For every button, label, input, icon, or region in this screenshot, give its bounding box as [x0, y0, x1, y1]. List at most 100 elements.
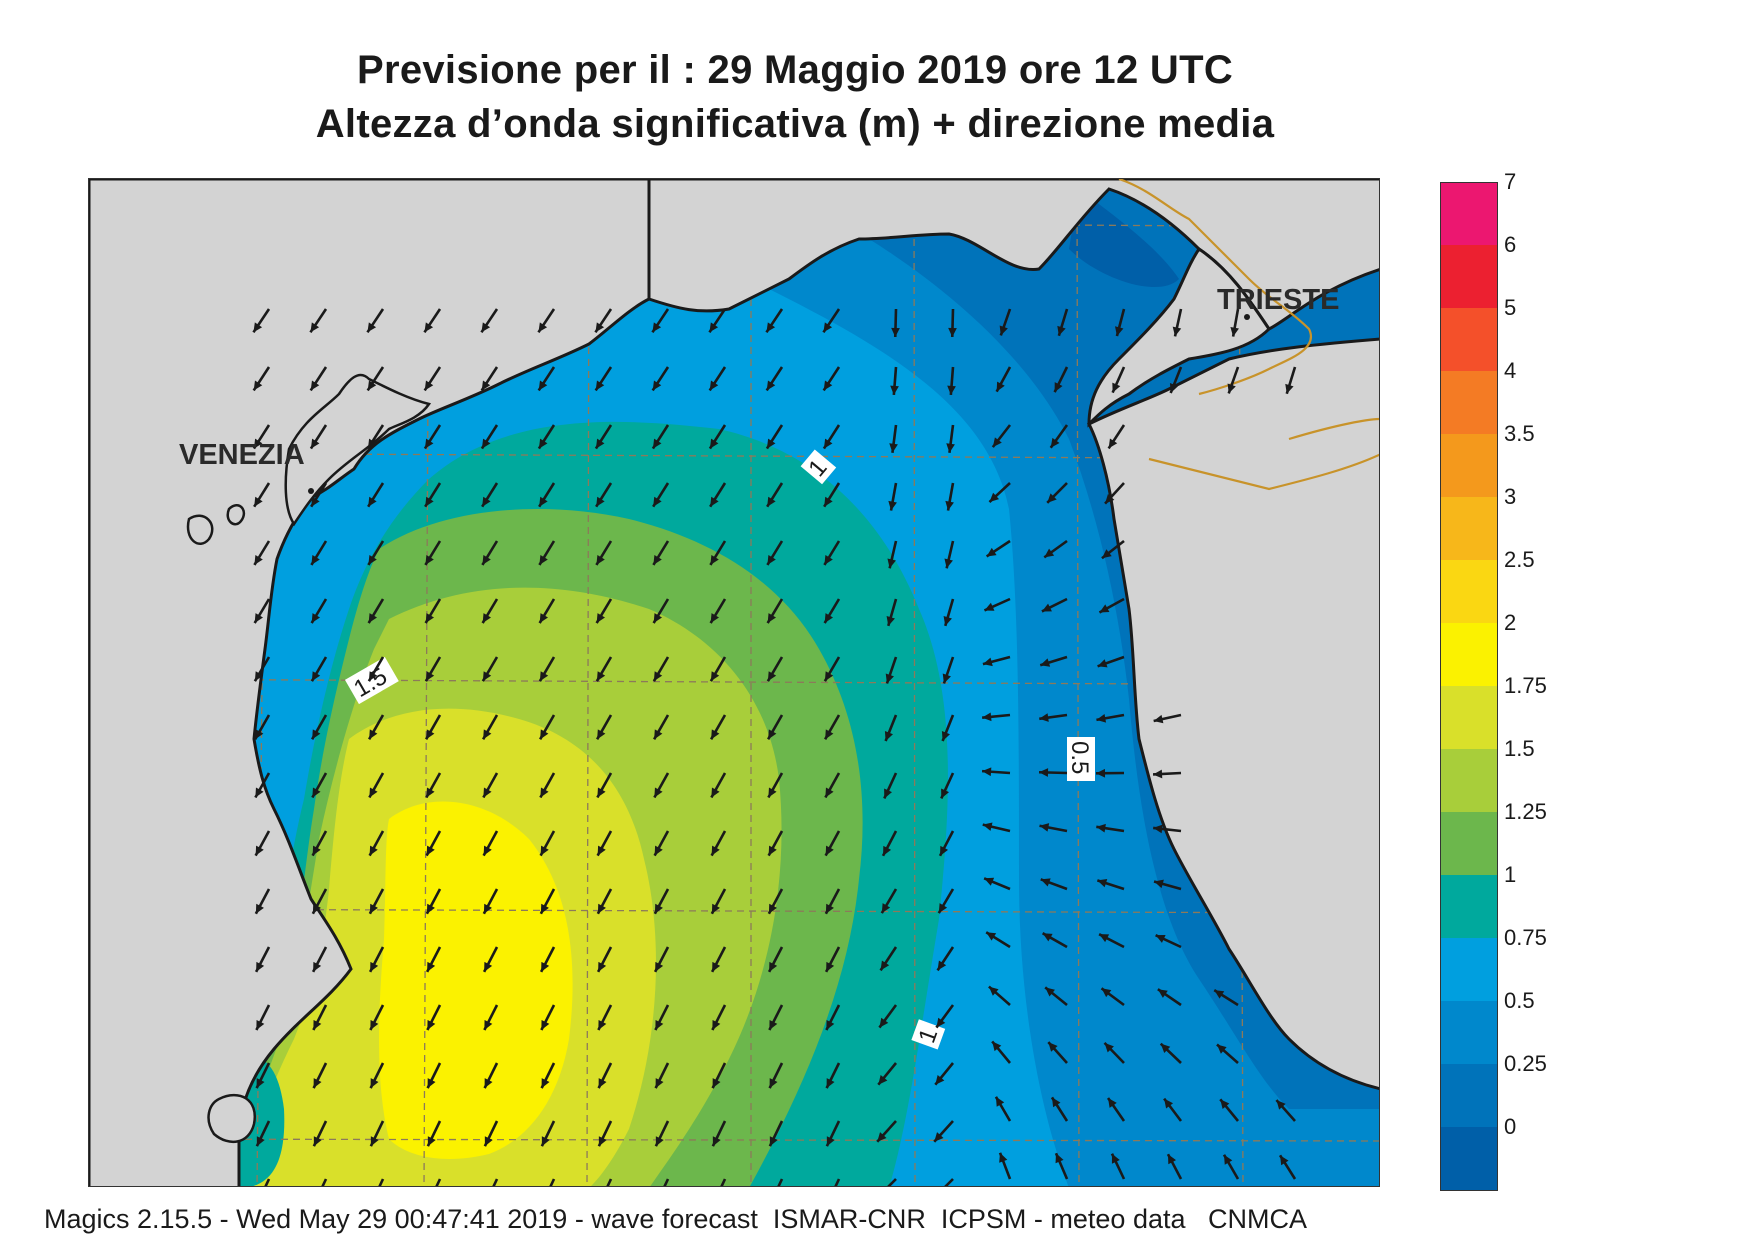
wave-direction-arrowhead [368, 671, 378, 682]
map-canvas: 1 1.5 0.5 1 [89, 179, 1379, 1186]
wave-direction-arrowhead [652, 438, 662, 449]
wave-direction-arrow [549, 1178, 556, 1186]
wave-direction-arrowhead [312, 787, 321, 798]
legend-swatch [1440, 434, 1498, 497]
wave-direction-arrowhead [766, 380, 776, 391]
wave-direction-arrowhead [370, 1019, 379, 1030]
legend-level-label: 0.75 [1504, 925, 1547, 950]
wave-direction-arrowhead [1057, 325, 1066, 336]
wave-direction-arrowhead [1048, 1042, 1058, 1052]
wave-direction-arrowhead [425, 671, 435, 682]
wave-direction-arrowhead [541, 1136, 550, 1147]
wave-direction-arrowhead [823, 380, 833, 391]
wave-direction-arrowhead [826, 961, 835, 972]
wave-direction-arrowhead [313, 1019, 322, 1030]
map-title-line-2: Altezza d’onda significativa (m) + direz… [315, 102, 1275, 146]
wave-direction-arrowhead [655, 961, 664, 972]
legend-swatch [1440, 371, 1498, 434]
legend-swatch [1440, 875, 1498, 938]
wave-direction-arrowhead [1216, 1044, 1227, 1054]
wave-direction-arrowhead [253, 322, 263, 333]
wave-direction-arrowhead [712, 1136, 721, 1147]
wave-direction-arrowhead [936, 1017, 946, 1028]
wave-direction-arrowhead [1096, 823, 1106, 833]
wave-direction-arrowhead [597, 845, 606, 856]
wave-direction-arrowhead [1040, 658, 1051, 667]
wave-direction-arrowhead [825, 845, 834, 856]
legend-swatch [1440, 623, 1498, 686]
wave-direction-arrowhead [1101, 549, 1112, 559]
wave-direction-arrowhead [766, 322, 776, 333]
wave-direction-arrowhead [1051, 1097, 1061, 1108]
legend-level-label: 3.5 [1504, 421, 1535, 446]
wave-direction-arrowhead [255, 787, 264, 798]
wave-direction-arrowhead [1099, 934, 1110, 943]
wave-direction-arrowhead [711, 729, 720, 740]
wave-direction-arrowhead [256, 1136, 265, 1147]
wave-direction-arrowhead [1108, 438, 1118, 449]
wave-direction-arrowhead [655, 1019, 664, 1030]
wave-direction-arrowhead [311, 613, 320, 624]
wave-direction-arrowhead [712, 1078, 721, 1089]
wave-direction-arrowhead [982, 822, 993, 831]
wave-direction-arrowhead [891, 327, 900, 337]
wave-direction-arrowhead [596, 671, 606, 682]
wave-direction-arrowhead [982, 657, 993, 667]
wave-direction-arrowhead [655, 1136, 664, 1147]
city-label-trieste: TRIESTE [1217, 284, 1340, 316]
wave-direction-arrowhead [992, 437, 1002, 448]
legend-level-label: 1.25 [1504, 799, 1547, 824]
wave-direction-arrowhead [312, 729, 321, 740]
wave-direction-arrowhead [982, 712, 992, 722]
wave-direction-arrowhead [370, 1136, 379, 1147]
wave-direction-arrowhead [538, 380, 548, 391]
legend-level-label: 5 [1504, 295, 1517, 320]
wave-direction-arrow [944, 1178, 954, 1186]
wave-direction-arrowhead [1105, 494, 1115, 504]
wave-direction-arrowhead [824, 671, 834, 682]
legend-level-label: 0.5 [1504, 988, 1535, 1013]
wave-direction-arrowhead [484, 1019, 493, 1030]
wave-direction-arrowhead [710, 554, 719, 565]
wave-direction-arrowhead [709, 322, 719, 333]
wave-direction-arrowhead [1153, 824, 1163, 834]
wave-direction-arrow [378, 1178, 385, 1186]
wave-direction-arrowhead [369, 845, 378, 856]
wave-direction-arrowhead [653, 554, 662, 565]
wave-direction-arrowhead [652, 380, 662, 391]
wave-direction-arrowhead [482, 613, 491, 624]
wave-direction-arrowhead [984, 602, 995, 611]
wave-direction-arrowhead [1039, 823, 1050, 832]
wave-direction-arrowhead [1164, 1098, 1174, 1109]
wave-direction-arrowhead [1160, 1043, 1171, 1054]
wave-direction-arrowhead [424, 380, 434, 391]
wave-direction-arrowhead [1041, 603, 1052, 612]
wave-direction-arrowhead [483, 787, 492, 798]
wave-direction-arrowhead [541, 1078, 550, 1089]
wave-direction-arrowhead [824, 613, 833, 624]
wave-direction-arrowhead [1157, 989, 1168, 998]
wave-direction-arrowhead [312, 903, 321, 914]
legend-level-label: 3 [1504, 484, 1517, 509]
wave-direction-arrowhead [598, 961, 607, 972]
wave-direction-arrowhead [538, 438, 548, 449]
wave-direction-arrowhead [1230, 326, 1239, 337]
wave-direction-arrowhead [597, 729, 606, 740]
wave-direction-arrowhead [367, 438, 377, 449]
land-istria-upper [1087, 246, 1271, 428]
wave-direction-arrowhead [1276, 1100, 1286, 1110]
wave-direction-arrowhead [482, 554, 491, 565]
wave-direction-arrowhead [768, 903, 777, 914]
wave-direction-arrowhead [826, 1019, 835, 1030]
wave-direction-arrowhead [425, 613, 434, 624]
wave-direction-arrow [264, 1178, 271, 1186]
wave-direction-arrowhead [369, 787, 378, 798]
wave-direction-arrowhead [712, 961, 721, 972]
wave-direction-arrowhead [313, 961, 322, 972]
wave-direction-arrowhead [1096, 714, 1107, 723]
wave-direction-arrowhead [826, 1078, 835, 1089]
city-label-venezia: VENEZIA [179, 439, 305, 471]
wave-direction-arrowhead [310, 380, 320, 391]
wave-direction-arrowhead [597, 903, 606, 914]
wave-direction-arrowhead [1167, 1154, 1177, 1165]
